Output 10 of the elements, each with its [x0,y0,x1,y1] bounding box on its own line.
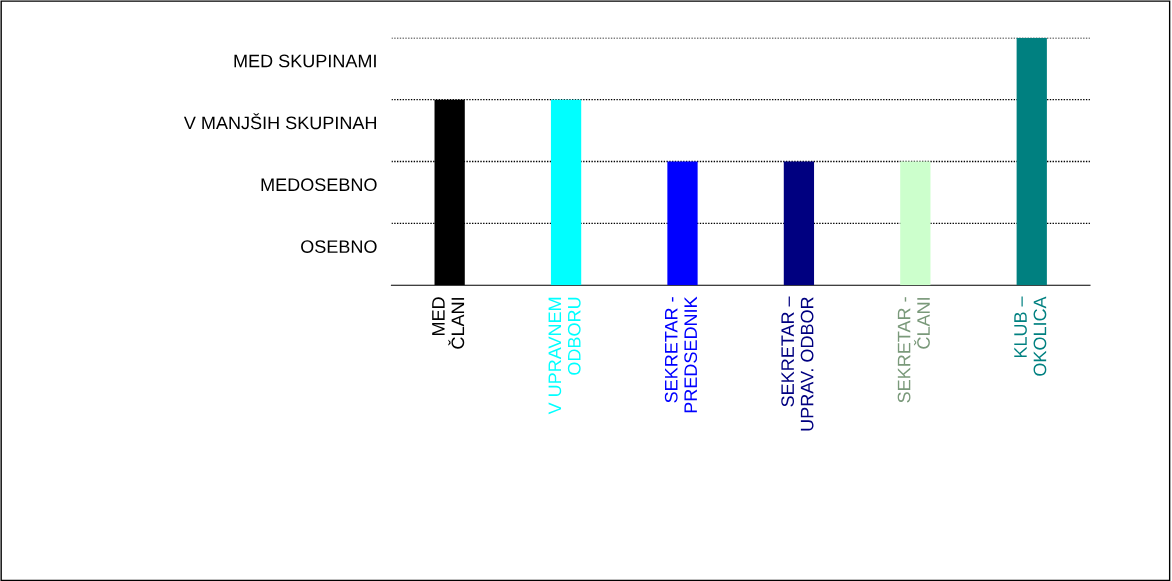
text: MEDOSEBNO [261,178,377,192]
text: V MANJŠIH SKUPINAH [183,113,376,130]
x-tick-label: V UPRAVNEM ODBORU [548,297,581,415]
x-tick-label: SEKRETAR – UPRAV. ODBOR [781,296,814,431]
x-tick-label: SEKRETAR - ČLANI [897,297,930,403]
x-tick-label: SEKRETAR - PREDSEDNIK [664,296,698,413]
text: MED SKUPINAMI [234,54,376,68]
text: OSEBNO [301,240,377,253]
x-tick-label: KLUB – OKOLICA [1014,296,1047,376]
x-tick-label: MED ČLANI [432,297,465,349]
